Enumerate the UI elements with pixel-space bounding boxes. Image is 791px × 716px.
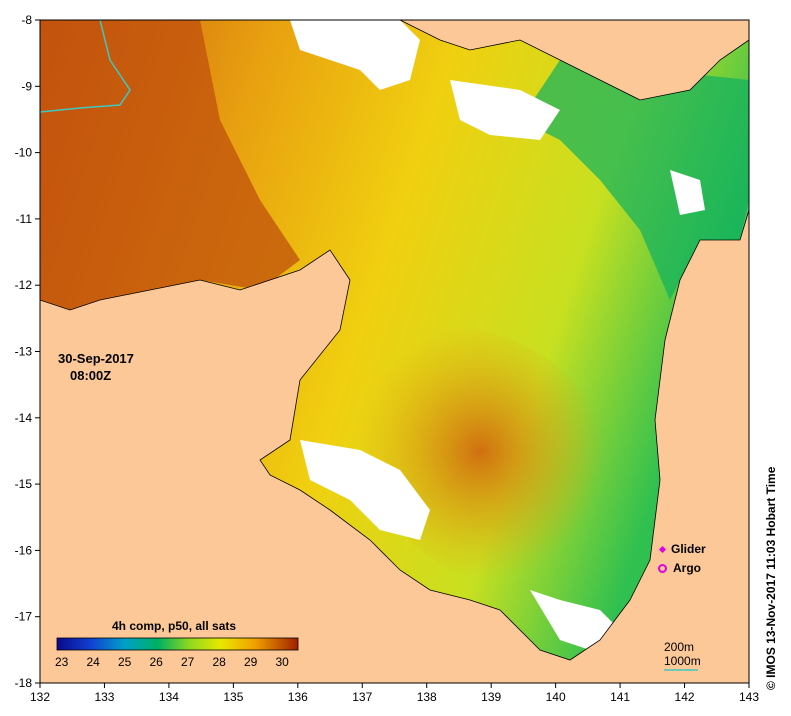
- argo-label: Argo: [673, 561, 701, 575]
- legend-glider: Glider: [658, 542, 706, 556]
- y-tick-label: -18: [15, 676, 33, 690]
- colorbar-tick-label: 24: [86, 655, 100, 669]
- x-tick-label: 133: [94, 690, 114, 704]
- y-tick-label: -16: [15, 543, 33, 557]
- time-label: 08:00Z: [70, 368, 112, 383]
- y-tick-label: -10: [15, 146, 33, 160]
- cool-east: [520, 60, 749, 300]
- y-tick-label: -11: [16, 212, 33, 226]
- x-tick-label: 140: [546, 690, 566, 704]
- x-tick-label: 135: [223, 690, 243, 704]
- x-axis: 132 133 134 135 136 137 138 139 140 141 142 143: [30, 683, 759, 704]
- x-tick-label: 132: [30, 690, 50, 704]
- y-tick-label: -12: [15, 278, 33, 292]
- x-tick-label: 139: [481, 690, 501, 704]
- colorbar-tick-label: 23: [55, 655, 69, 669]
- colorbar-title: 4h comp, p50, all sats: [112, 619, 237, 633]
- scale-line1: 200m: [664, 640, 695, 654]
- x-tick-label: 141: [610, 690, 630, 704]
- x-tick-label: 136: [288, 690, 308, 704]
- colorbar-tick-label: 30: [275, 655, 289, 669]
- credit-text: © IMOS 13-Nov-2017 11:03 Hobart Time: [764, 466, 778, 690]
- colorbar-tick-label: 26: [149, 655, 163, 669]
- y-tick-label: -8: [21, 13, 32, 27]
- x-tick-label: 134: [159, 690, 179, 704]
- y-tick-label: -9: [21, 79, 32, 93]
- y-tick-label: -13: [15, 345, 33, 359]
- colorbar-tick-label: 29: [244, 655, 258, 669]
- cloud-mask: [290, 20, 705, 650]
- glider-label: Glider: [671, 542, 706, 556]
- warm-west: [40, 20, 300, 310]
- x-tick-label: 142: [675, 690, 695, 704]
- date-label: 30-Sep-2017: [58, 351, 134, 366]
- x-tick-label: 138: [417, 690, 437, 704]
- y-tick-label: -14: [15, 411, 33, 425]
- x-tick-label: 143: [739, 690, 759, 704]
- scale-line2: 1000m: [664, 654, 701, 668]
- y-tick-label: -15: [15, 477, 33, 491]
- colorbar-tick-label: 28: [212, 655, 226, 669]
- bathymetry-contour: [39, 19, 131, 113]
- y-axis: -8 -9 -10 -11 -12 -13 -14 -15 -16 -17 -18: [15, 13, 40, 690]
- diamond-icon: [658, 545, 667, 553]
- legend-argo: Argo: [658, 561, 701, 575]
- colorbar-tick-label: 27: [181, 655, 195, 669]
- y-tick-label: -17: [15, 610, 33, 624]
- x-tick-label: 137: [352, 690, 372, 704]
- colorbar: [56, 637, 299, 651]
- ring-icon: [658, 563, 667, 573]
- colorbar-tick-label: 25: [118, 655, 132, 669]
